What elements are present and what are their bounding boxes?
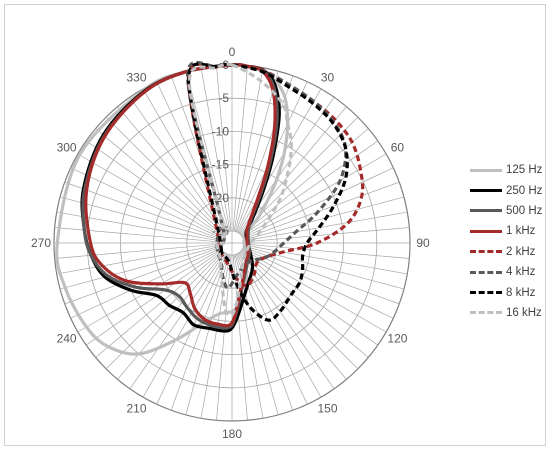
grid-spoke	[216, 65, 232, 232]
grid-spoke	[156, 81, 228, 233]
legend-swatch	[470, 209, 502, 213]
legend-item: 250 Hz	[470, 180, 546, 200]
grid-spoke	[85, 140, 223, 237]
grid-spoke	[95, 250, 224, 358]
grid-spoke	[241, 140, 379, 237]
grid-spoke	[243, 244, 408, 275]
grid-spoke	[242, 247, 394, 319]
grid-spoke	[240, 250, 369, 358]
legend-label: 1 kHz	[506, 225, 536, 238]
series-line	[84, 63, 277, 328]
series-lines	[55, 61, 365, 356]
grid-spoke	[54, 227, 221, 243]
legend-swatch	[470, 229, 502, 233]
grid-spoke	[240, 128, 369, 236]
angle-tick-label: 330	[126, 71, 146, 85]
grid-spoke	[216, 254, 232, 421]
legend-item: 16 kHz	[470, 303, 546, 323]
radial-tick-label: -10	[212, 124, 230, 138]
legend-label: 4 kHz	[506, 266, 536, 279]
grid-spoke	[59, 245, 221, 290]
legend-label: 8 kHz	[506, 286, 536, 299]
grid-spoke	[170, 254, 229, 411]
radial-tick-label: -15	[212, 158, 230, 172]
legend-label: 250 Hz	[506, 184, 543, 197]
legend-item: 125 Hz	[470, 160, 546, 180]
angle-tick-label: 150	[317, 401, 337, 415]
grid-spoke	[233, 67, 264, 232]
angle-tick-label: 120	[387, 332, 407, 346]
grid-spoke	[77, 153, 222, 238]
legend-item: 4 kHz	[470, 262, 546, 282]
grid-spoke	[105, 116, 224, 235]
grid-spoke	[185, 70, 230, 232]
grid-spoke	[70, 167, 222, 239]
grid-spoke	[54, 243, 221, 259]
grid-spoke	[239, 251, 347, 380]
grid-spoke	[85, 249, 223, 346]
angle-tick-label: 0	[229, 45, 236, 59]
series-line	[187, 62, 293, 317]
angle-tick-label: 30	[321, 71, 335, 85]
legend-label: 125 Hz	[506, 164, 543, 177]
grid-spoke	[240, 251, 359, 370]
angular-spokes	[54, 65, 410, 421]
grid-spoke	[237, 88, 322, 233]
series-line	[186, 62, 349, 322]
grid-spoke	[129, 96, 226, 234]
grid-spoke	[243, 196, 405, 241]
grid-spoke	[56, 244, 221, 275]
legend-swatch	[470, 250, 502, 254]
grid-spoke	[243, 181, 400, 240]
grid-spoke	[234, 70, 279, 232]
grid-spoke	[242, 248, 387, 333]
grid-spoke	[77, 248, 222, 333]
grid-spoke	[105, 251, 224, 370]
angle-tick-label: 300	[57, 141, 77, 155]
angular-tick-labels: 0 30 60 90 120 150 180 210 240 270 300 330	[31, 45, 430, 441]
legend-label: 16 kHz	[506, 306, 542, 319]
angle-tick-label: 60	[391, 141, 405, 155]
legend-swatch	[470, 270, 502, 274]
legend-swatch	[470, 311, 502, 315]
chart-frame	[4, 4, 546, 446]
angle-tick-label: 180	[222, 427, 242, 441]
legend-item: 1 kHz	[470, 221, 546, 241]
radial-tick-label: -5	[218, 91, 229, 105]
angle-tick-label: 210	[126, 401, 146, 415]
grid-spoke	[242, 167, 394, 239]
grid-spoke	[232, 254, 248, 421]
grid-spoke	[64, 246, 221, 305]
angle-tick-label: 270	[31, 236, 51, 250]
grid-spoke	[95, 128, 224, 236]
grid-spoke	[243, 245, 405, 290]
legend-swatch	[470, 189, 502, 193]
series-line	[186, 62, 365, 288]
grid-spoke	[232, 65, 248, 232]
angle-tick-label: 240	[57, 332, 77, 346]
series-line	[185, 61, 348, 290]
grid-spoke	[129, 252, 226, 390]
legend-label: 500 Hz	[506, 204, 543, 217]
legend-item: 8 kHz	[470, 282, 546, 302]
angle-tick-label: 90	[416, 236, 430, 250]
grid-spoke	[239, 106, 347, 235]
grid-spoke	[117, 106, 225, 235]
legend-label: 2 kHz	[506, 245, 536, 258]
grid-spoke	[243, 211, 408, 242]
legend: 125 Hz 250 Hz 500 Hz 1 kHz 2 kHz 4 kHz 8…	[470, 160, 546, 323]
legend-swatch	[470, 168, 502, 172]
grid-spoke	[243, 243, 410, 259]
legend-item: 2 kHz	[470, 242, 546, 262]
grid-spoke	[200, 67, 231, 232]
grid-spoke	[64, 181, 221, 240]
grid-spoke	[241, 249, 379, 346]
grid-spoke	[235, 75, 294, 232]
grid-spoke	[243, 227, 410, 243]
grid-spoke	[142, 253, 227, 398]
grid-spoke	[117, 251, 225, 380]
legend-swatch	[470, 291, 502, 295]
legend-item: 500 Hz	[470, 201, 546, 221]
